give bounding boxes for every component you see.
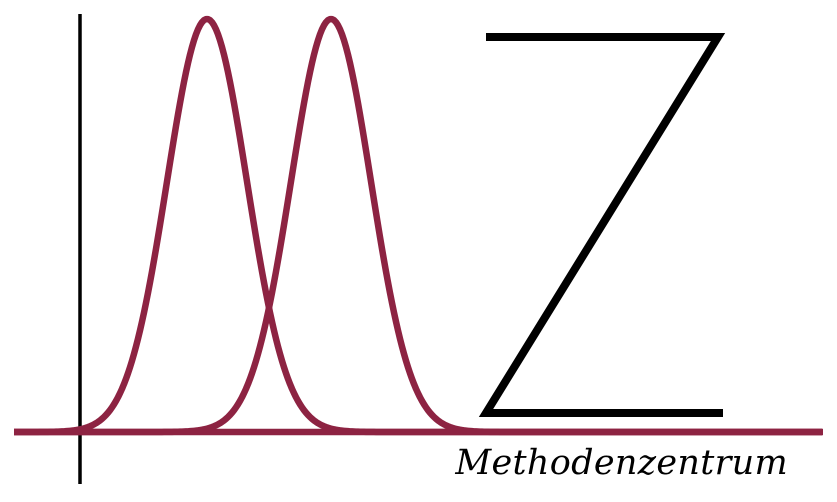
z-letter-mark [486,37,723,413]
wordmark-text: Methodenzentrum [0,434,788,492]
bell-curve-left [14,19,822,432]
bell-curve-right [14,19,822,432]
